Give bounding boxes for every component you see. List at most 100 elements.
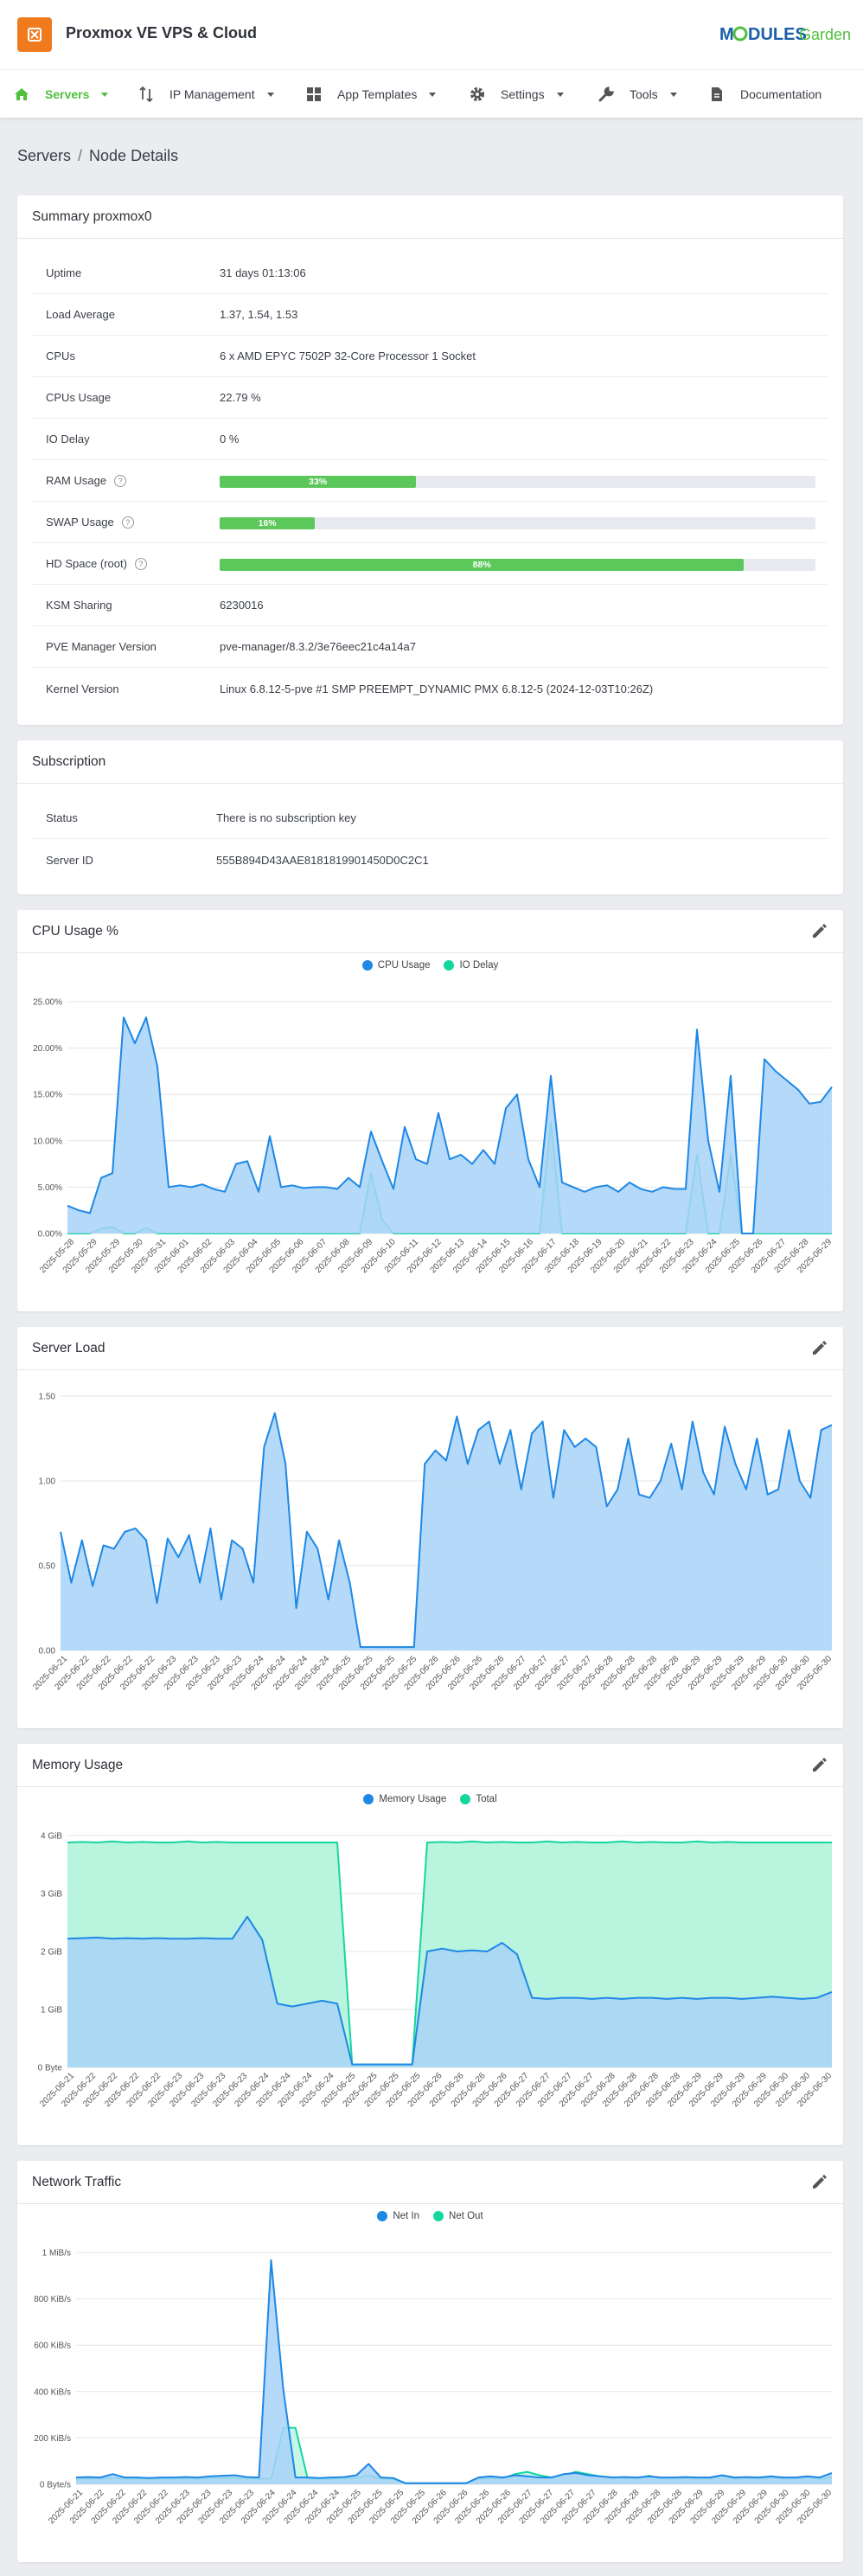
- series-area: [67, 1916, 832, 2067]
- series-line: [75, 2259, 833, 2484]
- app-title: Proxmox VE VPS & Cloud: [66, 24, 258, 42]
- row-value: 6230016: [220, 599, 264, 612]
- subscription-table: Status There is no subscription key Serv…: [32, 798, 828, 881]
- summary-title: Summary proxmox0: [32, 208, 152, 224]
- nav-tools[interactable]: Tools: [597, 70, 677, 119]
- subscription-title: Subscription: [32, 753, 106, 769]
- legend-dot: [377, 2211, 388, 2221]
- nav-servers[interactable]: Servers: [12, 70, 109, 119]
- ram-usage-fill: 33%: [220, 476, 417, 488]
- table-row: Kernel Version Linux 6.8.12-5-pve #1 SMP…: [32, 668, 828, 709]
- cpu-usage-title: CPU Usage %: [32, 923, 118, 939]
- nav-settings[interactable]: Settings: [468, 70, 564, 119]
- legend-item-total[interactable]: Total: [460, 1794, 497, 1804]
- pencil-icon[interactable]: [809, 922, 828, 941]
- series-area: [76, 2259, 832, 2484]
- legend-item-memory-usage[interactable]: Memory Usage: [363, 1794, 446, 1804]
- row-key: SWAP Usage: [46, 516, 114, 529]
- row-key: KSM Sharing: [46, 599, 112, 612]
- server-load-title: Server Load: [32, 1340, 105, 1355]
- help-icon[interactable]: ?: [114, 474, 127, 487]
- memory-usage-panel: Memory Usage Memory Usage Total 0 Byte 1 …: [17, 1744, 843, 2145]
- pencil-icon[interactable]: [809, 1339, 828, 1358]
- legend-item-net-out[interactable]: Net Out: [433, 2211, 483, 2221]
- nav-app-templates[interactable]: App Templates: [304, 70, 437, 119]
- row-key: Uptime: [46, 266, 82, 279]
- brand-o-icon: [732, 26, 748, 42]
- network-traffic-chart: 0 Byte/s 200 KiB/s 400 KiB/s 600 KiB/s 800 K…: [34, 2249, 834, 2527]
- row-key: RAM Usage: [46, 474, 107, 487]
- pencil-icon[interactable]: [809, 1756, 828, 1775]
- legend-dot: [460, 1794, 471, 1804]
- series-line: [67, 1915, 833, 2066]
- y-tick-label: 10.00%: [33, 1137, 62, 1146]
- nav-documentation[interactable]: Documentation: [707, 70, 821, 119]
- ram-usage-bar: 33%: [220, 476, 815, 488]
- legend-item-cpu-usage[interactable]: CPU Usage: [361, 960, 431, 971]
- swap-usage-fill: 16%: [220, 517, 316, 529]
- y-tick-label: 15.00%: [33, 1091, 62, 1100]
- series-line: [60, 1412, 833, 1649]
- y-tick-label: 0.00: [39, 1647, 56, 1656]
- y-tick-label: 20.00%: [33, 1044, 62, 1054]
- pencil-icon[interactable]: [809, 2173, 828, 2192]
- row-key: Server ID: [46, 853, 93, 867]
- legend-item-io-delay[interactable]: IO Delay: [444, 960, 498, 971]
- legend-label: IO Delay: [459, 960, 499, 971]
- brand-text-garden: Garden: [799, 26, 851, 43]
- network-chart-legend: Net In Net Out: [17, 2211, 843, 2221]
- subscription-panel: Subscription Status There is no subscrip…: [17, 740, 843, 894]
- table-row: CPUs Usage 22.79 %: [32, 377, 828, 419]
- y-tick-label: 1 GiB: [41, 2006, 62, 2015]
- row-value: 1.37, 1.54, 1.53: [220, 308, 298, 321]
- server-load-chart: 0.000.501.001.502025-06-212025-06-222025…: [31, 1393, 834, 1693]
- sort-arrows-icon: [137, 85, 156, 104]
- main-navbar: Servers IP Management App Templates Sett…: [0, 69, 863, 118]
- legend-label: CPU Usage: [377, 960, 431, 971]
- legend-label: Memory Usage: [379, 1794, 447, 1804]
- grid-icon: [304, 85, 323, 104]
- y-tick-label: 800 KiB/s: [34, 2295, 71, 2304]
- brand-text-m: M: [719, 25, 734, 44]
- cpu-usage-panel: CPU Usage % CPU Usage IO Delay 0.00% 5.00…: [17, 910, 843, 1311]
- y-tick-label: 2 GiB: [41, 1948, 62, 1958]
- row-value: 0 %: [220, 433, 240, 445]
- series-line: [75, 2426, 833, 2484]
- nav-settings-label: Settings: [501, 87, 545, 101]
- series-line: [67, 1840, 832, 2066]
- y-tick-label: 0.50: [39, 1562, 56, 1572]
- help-icon[interactable]: ?: [134, 557, 147, 570]
- table-row: RAM Usage? 33%: [32, 460, 828, 502]
- cpu-usage-chart: 0.00%5.00%10.00%15.00%20.00%25.00%2025-0…: [33, 998, 834, 1276]
- row-value: 31 days 01:13:06: [220, 266, 306, 279]
- table-row: KSM Sharing 6230016: [32, 585, 828, 626]
- y-tick-label: 0.00%: [38, 1230, 62, 1240]
- memory-chart-legend: Memory Usage Total: [17, 1794, 843, 1804]
- series-area: [61, 1413, 832, 1650]
- y-tick-label: 600 KiB/s: [34, 2342, 71, 2351]
- row-value: 6 x AMD EPYC 7502P 32-Core Processor 1 S…: [220, 349, 476, 362]
- help-icon[interactable]: ?: [121, 516, 134, 529]
- nav-tools-label: Tools: [630, 87, 658, 101]
- table-row: SWAP Usage? 16%: [32, 502, 828, 543]
- nav-ip-management[interactable]: IP Management: [137, 70, 274, 119]
- breadcrumb-root[interactable]: Servers: [17, 147, 72, 164]
- chevron-down-icon: [101, 92, 109, 97]
- chevron-down-icon: [266, 92, 274, 97]
- table-row: Server ID 555B894D43AAE8181819901450D0C2…: [32, 839, 828, 881]
- cpu-chart-legend: CPU Usage IO Delay: [17, 960, 843, 971]
- chevron-down-icon: [556, 92, 564, 97]
- breadcrumb-separator: /: [78, 147, 83, 164]
- home-icon: [12, 85, 31, 104]
- y-tick-label: 5.00%: [38, 1183, 62, 1193]
- row-key: CPUs Usage: [46, 391, 112, 404]
- app-logo[interactable]: [17, 17, 52, 52]
- legend-item-net-in[interactable]: Net In: [377, 2211, 419, 2221]
- chevron-down-icon: [429, 92, 437, 97]
- nav-app-templates-label: App Templates: [337, 87, 418, 101]
- row-key: Status: [46, 811, 78, 824]
- legend-dot: [363, 1794, 374, 1804]
- brand-text-dules: DULES: [748, 25, 807, 44]
- legend-dot: [361, 960, 373, 971]
